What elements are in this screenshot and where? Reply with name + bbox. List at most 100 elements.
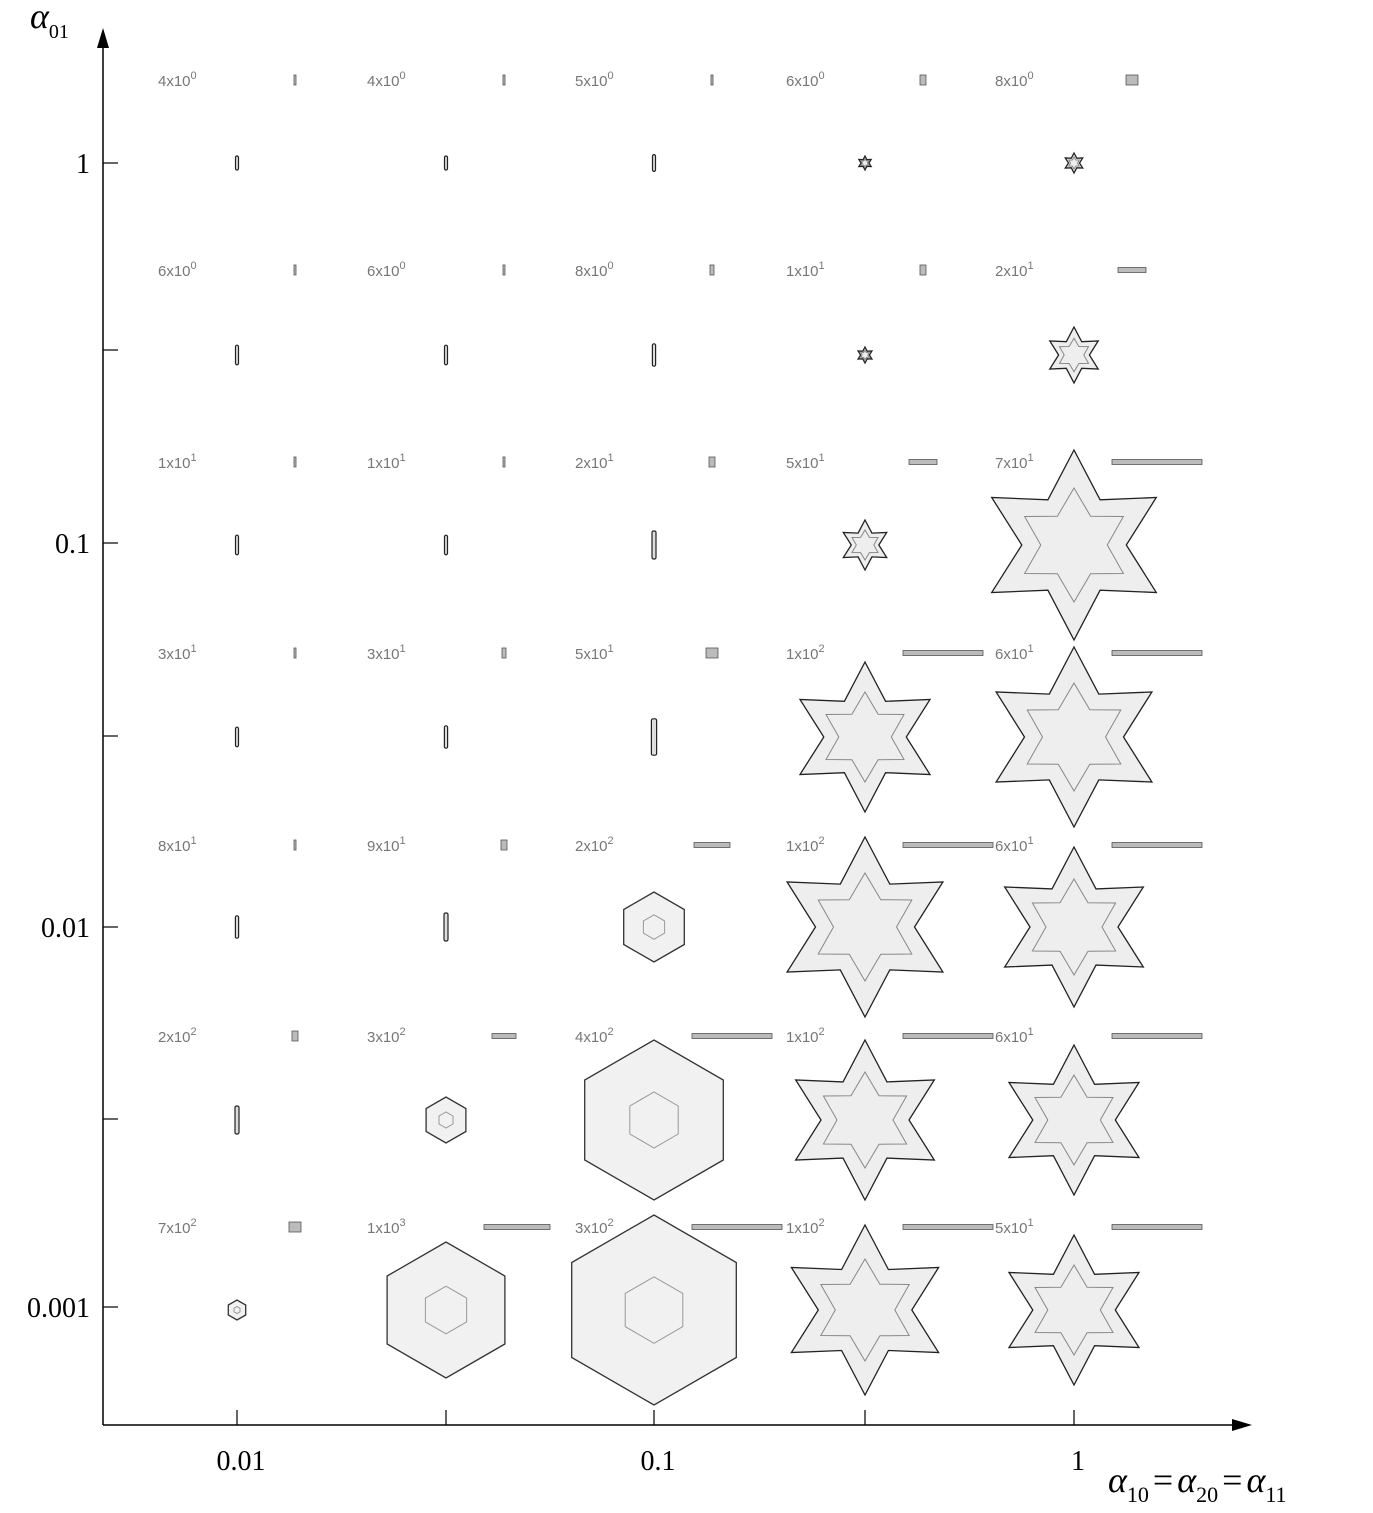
exponent: 0 [819, 70, 825, 82]
exponent: 1 [191, 643, 197, 655]
cell-label: 3x101 [158, 643, 197, 663]
base: 3x10 [367, 1029, 400, 1046]
cell-label: 2x102 [575, 835, 614, 855]
side-view [293, 264, 297, 276]
column-crystal [234, 534, 240, 556]
symbol: α [1177, 1460, 1197, 1500]
star-crystal [785, 835, 945, 1019]
exponent: 1 [191, 835, 197, 847]
y-tick-label: 0.001 [27, 1293, 90, 1324]
x-tick-label: 0.1 [641, 1446, 676, 1477]
hexagon-crystal [623, 891, 685, 963]
column-crystal [234, 915, 240, 939]
cell-label: 1x101 [158, 452, 197, 472]
side-view [691, 1033, 773, 1039]
cell-label: 8x100 [995, 70, 1034, 90]
base: 1x10 [158, 455, 191, 472]
star-crystal [1064, 151, 1084, 175]
cell-label: 9x101 [367, 835, 406, 855]
hexagon-inner [642, 914, 666, 940]
star-inner [1031, 878, 1117, 976]
base: 1x10 [786, 838, 819, 855]
cell-label: 7x102 [158, 1217, 197, 1237]
cell-label: 2x102 [158, 1026, 197, 1046]
base: 2x10 [158, 1029, 191, 1046]
exponent: 3 [400, 1217, 406, 1229]
exponent: 1 [819, 452, 825, 464]
hexagon-crystal [584, 1039, 724, 1201]
star-crystal [856, 345, 874, 365]
side-view [1111, 1224, 1203, 1230]
column-crystal [234, 726, 240, 748]
base: 1x10 [367, 455, 400, 472]
star-inner [1023, 487, 1125, 603]
side-view [293, 839, 297, 851]
base: 8x10 [995, 73, 1028, 90]
base: 3x10 [367, 646, 400, 663]
side-view [902, 1033, 994, 1039]
cell-label: 6x101 [995, 835, 1034, 855]
y-tick-label: 0.01 [41, 913, 90, 944]
hexagon-crystal [227, 1299, 247, 1321]
base: 6x10 [995, 646, 1028, 663]
base: 3x10 [158, 646, 191, 663]
side-view [1111, 842, 1203, 848]
cell-label: 1x102 [786, 643, 825, 663]
y-tick-label: 1 [76, 149, 90, 180]
side-view [293, 456, 297, 468]
star-inner [1034, 1074, 1114, 1166]
symbol: α [1246, 1460, 1266, 1500]
cell-label: 3x102 [575, 1217, 614, 1237]
cell-label: 4x100 [158, 70, 197, 90]
star-crystal [1003, 845, 1145, 1009]
y-axis-label: α01 [30, 0, 69, 43]
exponent: 2 [608, 835, 614, 847]
exponent: 0 [1028, 70, 1034, 82]
cell-label: 1x103 [367, 1217, 406, 1237]
cell-label: 6x100 [367, 260, 406, 280]
cell-label: 1x102 [786, 1217, 825, 1237]
side-view [502, 74, 506, 86]
x-tick-label: 1 [1071, 1446, 1085, 1477]
side-view [902, 650, 984, 656]
side-view [1111, 650, 1203, 656]
side-view [1117, 267, 1147, 273]
star-inner [1067, 156, 1081, 170]
side-view [291, 1030, 299, 1042]
star-inner [1026, 682, 1122, 792]
exponent: 0 [608, 260, 614, 272]
exponent: 2 [608, 1217, 614, 1229]
exponent: 0 [608, 70, 614, 82]
side-view [693, 842, 731, 848]
cell-label: 3x101 [367, 643, 406, 663]
cell-label: 5x101 [995, 1217, 1034, 1237]
exponent: 1 [819, 260, 825, 272]
base: 4x10 [367, 73, 400, 90]
base: 2x10 [995, 263, 1028, 280]
exponent: 1 [1028, 835, 1034, 847]
base: 1x10 [786, 263, 819, 280]
star-crystal [798, 660, 932, 814]
cell-label: 8x100 [575, 260, 614, 280]
operator: = [1222, 1460, 1242, 1500]
subscript: 20 [1196, 1482, 1218, 1507]
side-view [502, 456, 506, 468]
exponent: 2 [191, 1026, 197, 1038]
hexagon-inner [438, 1111, 454, 1129]
hexagon-inner [624, 1276, 684, 1344]
side-view [483, 1224, 551, 1230]
base: 5x10 [575, 73, 608, 90]
cell-label: 5x101 [575, 643, 614, 663]
base: 6x10 [995, 838, 1028, 855]
side-view [710, 74, 714, 86]
column-crystal [443, 344, 449, 366]
exponent: 1 [1028, 643, 1034, 655]
base: 4x10 [575, 1029, 608, 1046]
exponent: 2 [819, 835, 825, 847]
star-inner [1058, 337, 1090, 373]
side-view [1111, 459, 1203, 465]
star-crystal [790, 1223, 940, 1397]
column-crystal [651, 530, 657, 560]
star-crystal [1048, 325, 1100, 385]
exponent: 2 [400, 1026, 406, 1038]
